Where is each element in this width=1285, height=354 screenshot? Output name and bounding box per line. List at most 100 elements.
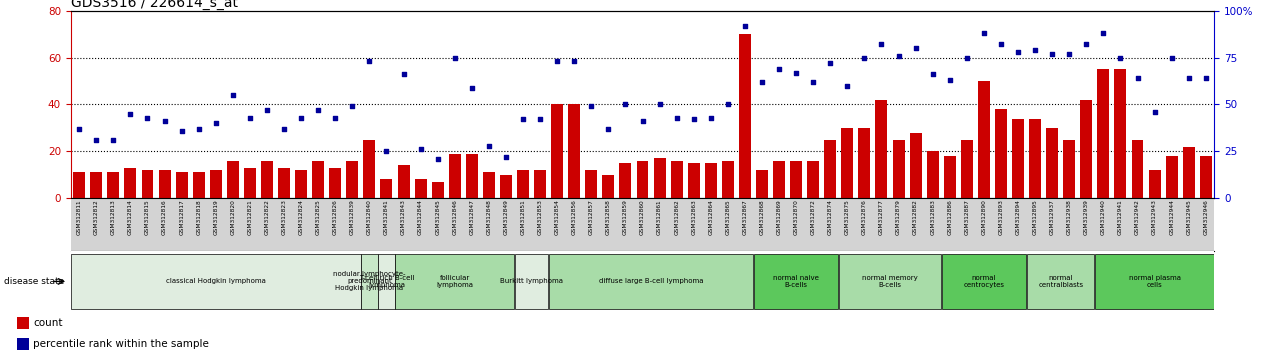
Point: [906, 45, 926, 51]
Bar: [193, 172, 204, 198]
Text: GSM312865: GSM312865: [725, 199, 730, 235]
Bar: [942, 254, 1027, 309]
Bar: [839, 254, 941, 309]
Point: [616, 102, 636, 107]
Point: [820, 60, 840, 66]
Text: GSM312858: GSM312858: [605, 199, 610, 235]
Text: GSM312893: GSM312893: [998, 199, 1004, 235]
Text: GSM312822: GSM312822: [265, 199, 270, 235]
Point: [564, 58, 585, 64]
Text: disease state: disease state: [4, 277, 64, 286]
Text: GSM312940: GSM312940: [1101, 199, 1106, 235]
Text: GSM312841: GSM312841: [384, 199, 389, 235]
Bar: [296, 170, 307, 198]
Point: [1042, 51, 1063, 57]
Text: GSM312890: GSM312890: [982, 199, 987, 235]
Text: GSM312817: GSM312817: [179, 199, 184, 235]
Point: [547, 58, 568, 64]
Bar: [1097, 69, 1109, 198]
Bar: [500, 175, 511, 198]
Point: [359, 58, 379, 64]
Text: GSM312815: GSM312815: [145, 199, 150, 235]
Bar: [722, 161, 734, 198]
Bar: [754, 254, 838, 309]
Text: GSM312941: GSM312941: [1118, 199, 1123, 235]
Text: GDS3516 / 226614_s_at: GDS3516 / 226614_s_at: [71, 0, 238, 10]
Text: GSM312825: GSM312825: [316, 199, 321, 235]
Bar: [361, 254, 378, 309]
Point: [137, 115, 158, 120]
Text: GSM312821: GSM312821: [248, 199, 252, 235]
Bar: [551, 104, 563, 198]
Text: GSM312816: GSM312816: [162, 199, 167, 235]
Text: GSM312942: GSM312942: [1135, 199, 1140, 235]
Text: GSM312851: GSM312851: [520, 199, 526, 235]
Point: [855, 55, 875, 60]
Bar: [910, 133, 921, 198]
Text: GSM312869: GSM312869: [776, 199, 781, 235]
Text: GSM312820: GSM312820: [230, 199, 235, 235]
Point: [939, 77, 960, 83]
Text: GSM312883: GSM312883: [930, 199, 935, 235]
Bar: [774, 161, 785, 198]
Text: normal naive
B-cells: normal naive B-cells: [774, 275, 819, 288]
Point: [581, 103, 601, 109]
Bar: [1114, 69, 1127, 198]
Bar: [415, 179, 427, 198]
Text: GSM312856: GSM312856: [572, 199, 577, 235]
Text: GSM312937: GSM312937: [1050, 199, 1055, 235]
Point: [478, 143, 499, 149]
Bar: [329, 168, 342, 198]
Bar: [397, 165, 410, 198]
Point: [410, 147, 430, 152]
Bar: [943, 156, 956, 198]
Text: GSM312874: GSM312874: [828, 199, 833, 235]
Point: [154, 119, 175, 124]
Text: GSM312895: GSM312895: [1033, 199, 1037, 235]
Bar: [432, 182, 443, 198]
Text: GSM312845: GSM312845: [436, 199, 441, 235]
Bar: [278, 168, 290, 198]
Text: GSM312939: GSM312939: [1083, 199, 1088, 235]
Point: [649, 102, 669, 107]
Bar: [1149, 170, 1160, 198]
Bar: [790, 161, 802, 198]
Point: [496, 154, 517, 160]
Bar: [1182, 147, 1195, 198]
Bar: [704, 163, 717, 198]
Text: count: count: [33, 318, 63, 327]
Text: GSM312882: GSM312882: [914, 199, 917, 235]
Point: [803, 79, 824, 85]
Text: GSM312839: GSM312839: [350, 199, 355, 235]
Point: [598, 126, 618, 132]
Point: [752, 79, 772, 85]
Point: [735, 23, 756, 28]
Bar: [687, 163, 700, 198]
Text: GSM312879: GSM312879: [896, 199, 901, 235]
Bar: [73, 172, 85, 198]
Point: [290, 115, 311, 120]
Point: [1178, 75, 1199, 81]
Text: follicular
lymphoma: follicular lymphoma: [436, 275, 473, 288]
Text: GSM312943: GSM312943: [1153, 199, 1156, 235]
Point: [1110, 55, 1131, 60]
Bar: [18, 316, 28, 329]
Point: [377, 149, 397, 154]
Bar: [893, 139, 905, 198]
Point: [888, 53, 908, 58]
Bar: [756, 170, 768, 198]
Text: Burkitt lymphoma: Burkitt lymphoma: [500, 279, 563, 284]
Text: GSM312859: GSM312859: [623, 199, 628, 235]
Point: [103, 137, 123, 143]
Point: [700, 115, 721, 120]
Bar: [619, 163, 631, 198]
Bar: [1027, 254, 1095, 309]
Point: [120, 111, 140, 117]
Text: GSM312812: GSM312812: [94, 199, 99, 235]
Text: GSM312877: GSM312877: [879, 199, 884, 235]
Point: [206, 120, 226, 126]
Text: GSM312861: GSM312861: [657, 199, 662, 235]
Bar: [978, 81, 989, 198]
Text: GSM312826: GSM312826: [333, 199, 338, 235]
Point: [1145, 109, 1165, 115]
